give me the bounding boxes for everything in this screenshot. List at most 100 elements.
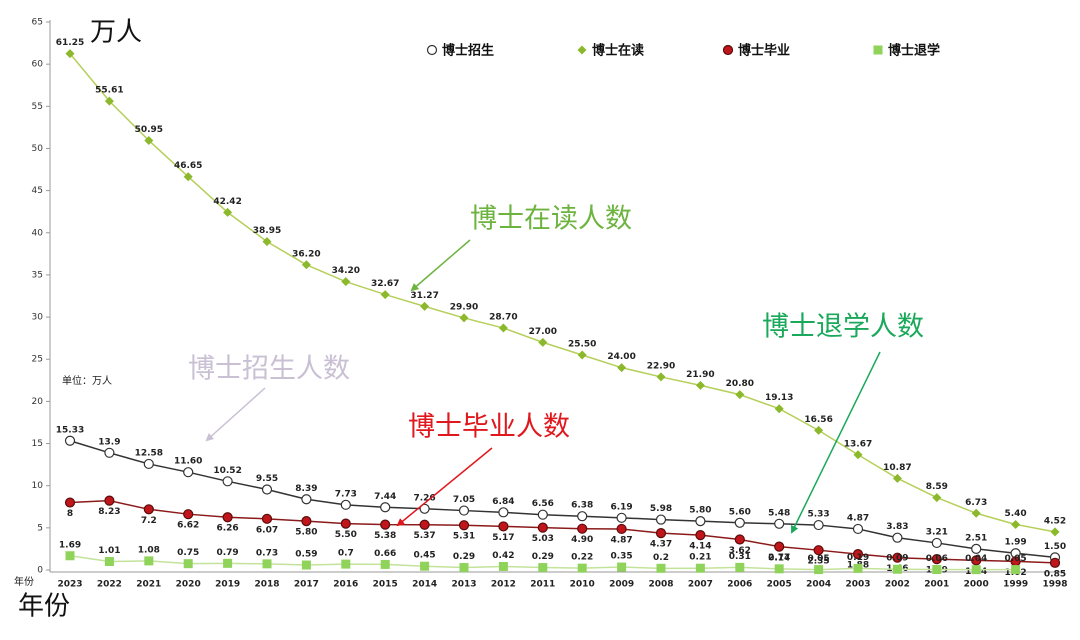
point (301, 516, 312, 527)
point (341, 277, 351, 287)
data-label: 6.73 (965, 498, 987, 508)
data-label: 19.13 (765, 393, 793, 403)
point (892, 564, 902, 574)
x-tick-label: 2003 (845, 580, 870, 590)
x-tick-label: 2000 (964, 580, 989, 590)
point (498, 521, 509, 532)
point (223, 207, 233, 217)
data-label: 7.73 (335, 489, 357, 499)
legend-label: 博士毕业 (738, 43, 790, 59)
series: 8 8.23 7.2 6.62 6.26 6.07 5.80 5.50 5.38 5.37 5.31… (64, 495, 1066, 579)
data-label: 0.05 (807, 554, 829, 564)
point (380, 290, 390, 300)
series: 1.69 1.01 1.08 0.75 0.79 0.73 0.59 0.7 0.66 0.45 0… (59, 540, 1027, 575)
point (774, 541, 785, 552)
x-tick-label: 2011 (530, 580, 555, 590)
point (813, 519, 824, 531)
point (459, 313, 469, 323)
y-tick-label: 60 (32, 60, 44, 70)
y-tick-label: 65 (32, 18, 43, 28)
legend-label: 博士在读 (592, 43, 644, 59)
point (656, 372, 666, 382)
point (971, 543, 982, 554)
point (340, 518, 351, 529)
point (262, 559, 272, 569)
point (971, 508, 981, 518)
data-label: 5.33 (807, 510, 829, 520)
point (655, 528, 667, 539)
data-label: 1.50 (1044, 542, 1066, 552)
point (932, 564, 942, 574)
point (104, 556, 114, 566)
data-label: 15.33 (56, 425, 84, 435)
data-label: 6.84 (492, 497, 514, 507)
point (617, 562, 627, 572)
point (734, 534, 745, 545)
data-label: 0.59 (295, 550, 317, 560)
data-label: 5.17 (492, 533, 514, 543)
data-label: 0.35 (610, 552, 632, 562)
data-label: 0.31 (729, 552, 751, 562)
data-label: 0.79 (216, 548, 238, 558)
point (813, 545, 824, 556)
point (222, 476, 233, 487)
point (931, 554, 942, 565)
data-label: 7.44 (374, 492, 396, 502)
point (892, 532, 903, 543)
data-label: 10.52 (213, 466, 241, 476)
data-label: 13.67 (844, 439, 872, 449)
point (419, 519, 430, 530)
y-tick-label: 50 (32, 144, 44, 154)
point (892, 473, 902, 483)
x-tick-label: 2010 (570, 580, 595, 590)
annotation: 博士退学人数 (762, 312, 924, 343)
point (814, 425, 824, 435)
point (498, 561, 508, 571)
point (537, 522, 548, 533)
data-label: 20.80 (726, 379, 754, 389)
point (183, 559, 193, 569)
data-label: 16.56 (804, 415, 832, 425)
point (656, 563, 666, 573)
y-tick-label: 55 (32, 102, 43, 112)
data-label: 55.61 (95, 86, 123, 96)
data-label: 21.90 (686, 370, 714, 380)
data-label: 1.69 (59, 540, 81, 550)
data-label: 1.01 (98, 546, 120, 556)
x-tick-label: 2002 (885, 580, 910, 590)
point (104, 447, 115, 458)
point (1049, 557, 1061, 568)
annotation-arrow (205, 387, 266, 442)
series-line (69, 53, 1056, 533)
annotation: 博士在读人数 (470, 204, 632, 235)
data-label: 6.07 (256, 525, 278, 535)
series-line (69, 440, 1056, 559)
data-label: 24.00 (607, 352, 635, 362)
data-label: 10.87 (883, 463, 911, 473)
y-unit-label: 万人 (90, 18, 142, 48)
point (380, 502, 391, 513)
y-tick-label: 10 (32, 481, 44, 491)
annotation-arrow (396, 447, 493, 527)
point (932, 493, 942, 503)
data-label: 31.27 (410, 291, 438, 301)
data-label: 28.70 (489, 313, 517, 323)
data-label: 0.29 (453, 552, 475, 562)
data-label: 2.51 (965, 533, 987, 543)
annotation-arrow (410, 239, 471, 292)
data-label: 0.09 (886, 554, 908, 564)
point (695, 516, 706, 527)
data-label: 8.23 (98, 507, 120, 517)
data-label: 61.25 (56, 38, 84, 48)
y-tick-label: 5 (37, 523, 43, 533)
data-label: 27.00 (529, 327, 557, 337)
x-tick-label: 2008 (648, 580, 673, 590)
data-label: 5.37 (413, 531, 435, 541)
data-label: 29.90 (450, 302, 478, 312)
data-label: 4.87 (847, 513, 869, 523)
data-label: 8.59 (926, 482, 948, 492)
data-label: 4.52 (1044, 516, 1066, 526)
series-line (69, 499, 1056, 564)
y-tick-label: 30 (32, 313, 44, 323)
x-tick-label: 2005 (767, 580, 792, 590)
